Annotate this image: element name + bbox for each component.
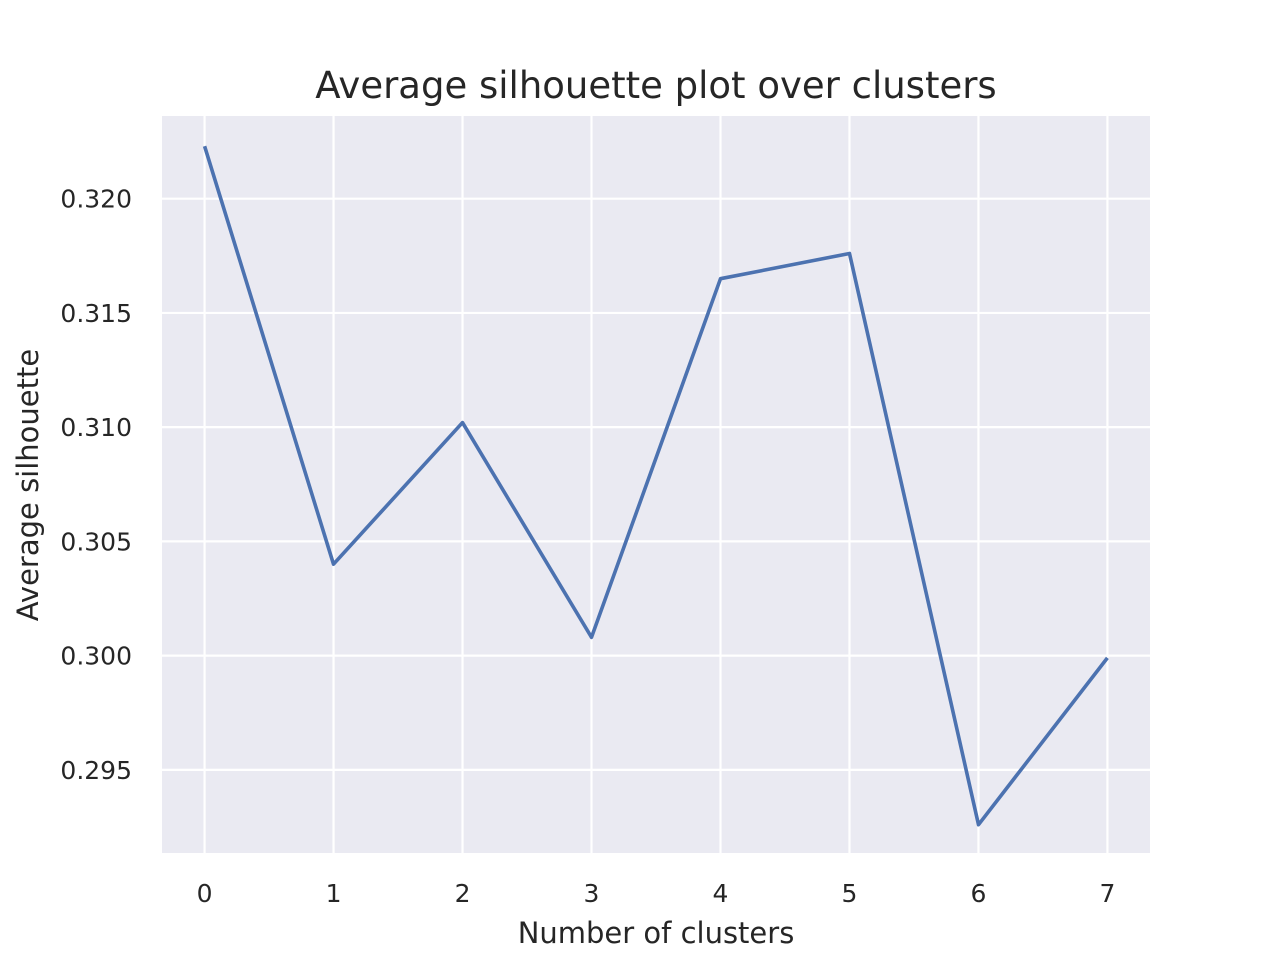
y-tick-label: 0.310 [60, 413, 132, 442]
x-tick-label: 2 [455, 879, 471, 908]
y-tick-labels: 0.295 0.300 0.305 0.310 0.315 0.320 [60, 185, 132, 785]
x-tick-label: 1 [326, 879, 342, 908]
x-axis-label: Number of clusters [518, 916, 795, 950]
x-tick-label: 6 [971, 879, 987, 908]
y-tick-label: 0.300 [60, 642, 132, 671]
x-tick-label: 7 [1099, 879, 1115, 908]
x-tick-label: 0 [197, 879, 213, 908]
series-group [202, 145, 1109, 827]
x-tick-label: 4 [713, 879, 729, 908]
y-tick-label: 0.295 [60, 756, 132, 785]
x-tick-label: 3 [584, 879, 600, 908]
y-tick-label: 0.305 [60, 527, 132, 556]
y-tick-label: 0.315 [60, 299, 132, 328]
plot-area [162, 116, 1150, 853]
chart-title: Average silhouette plot over clusters [315, 64, 996, 107]
x-tick-label: 5 [842, 879, 858, 908]
x-gridlines [203, 116, 1109, 853]
y-tick-label: 0.320 [60, 185, 132, 214]
y-axis-label: Average silhouette [11, 349, 45, 621]
x-tick-labels: 0 1 2 3 4 5 6 7 [197, 879, 1116, 908]
series-line [202, 145, 1109, 827]
